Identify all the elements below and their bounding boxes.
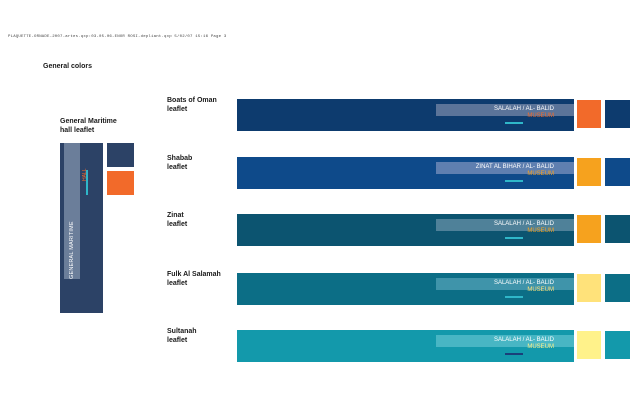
general-maritime-title-line1: General Maritime <box>60 118 117 125</box>
leaflet-title: Boats of Oman leaflet <box>167 97 237 114</box>
leaflet-color-band: ZINAT AL BIHAR / AL- BALID MUSEUM <box>237 157 574 189</box>
leaflet-band-text: ZINAT AL BIHAR / AL- BALID <box>475 164 554 170</box>
leaflet-color-band: SALALAH / AL- BALID MUSEUM <box>237 273 574 305</box>
leaflet-band-text: SALALAH / AL- BALID <box>493 106 554 112</box>
general-maritime-swatch-blue <box>107 143 134 167</box>
leaflet-title-line1: Zinat <box>167 212 184 219</box>
leaflet-light-strip <box>436 219 574 231</box>
leaflet-light-strip <box>436 335 574 347</box>
leaflet-swatch-accent <box>577 100 601 128</box>
leaflet-museum-text: MUSEUM <box>527 344 554 350</box>
leaflet-color-band: SALALAH / AL- BALID MUSEUM <box>237 99 574 131</box>
general-maritime-inner-panel <box>64 143 80 279</box>
leaflet-museum-text: MUSEUM <box>527 113 554 119</box>
leaflet-swatch-main <box>605 215 630 243</box>
leaflet-swatch-accent <box>577 331 601 359</box>
leaflet-swatch-main <box>605 158 630 186</box>
leaflet-title-line1: Fulk Al Salamah <box>167 271 221 278</box>
leaflet-title: Fulk Al Salamah leaflet <box>167 271 237 288</box>
general-maritime-swatch-orange <box>107 171 134 195</box>
leaflet-title: Shabab leaflet <box>167 155 237 172</box>
leaflet-swatch-accent <box>577 274 601 302</box>
leaflet-color-band: SALALAH / AL- BALID MUSEUM <box>237 214 574 246</box>
file-header-line: PLAQUETTE-ORNADE-2007-artes.qxp:03-05-06… <box>8 35 227 39</box>
leaflet-title-line2: leaflet <box>167 220 188 228</box>
general-maritime-hall-text: HALL <box>82 168 88 182</box>
leaflet-title-line1: Shabab <box>167 155 193 162</box>
leaflet-accent-bar <box>505 180 523 182</box>
leaflet-title: Zinat leaflet <box>167 212 237 229</box>
leaflet-light-strip <box>436 278 574 290</box>
leaflet-accent-bar <box>505 122 523 124</box>
leaflet-swatch-main <box>605 100 630 128</box>
leaflet-museum-text: MUSEUM <box>527 287 554 293</box>
leaflet-title-line1: Sultanah <box>167 328 197 335</box>
leaflet-museum-text: MUSEUM <box>527 171 554 177</box>
leaflet-accent-bar <box>505 353 523 355</box>
leaflet-swatch-main <box>605 274 630 302</box>
leaflet-title-line2: leaflet <box>167 336 188 344</box>
leaflet-title-line2: leaflet <box>167 163 188 171</box>
general-maritime-title-line2: hall leaflet <box>60 126 95 134</box>
leaflet-band-text: SALALAH / AL- BALID <box>493 221 554 227</box>
leaflet-title-line2: leaflet <box>167 279 188 287</box>
leaflet-title-line1: Boats of Oman <box>167 97 217 104</box>
leaflet-title-line2: leaflet <box>167 105 188 113</box>
leaflet-band-text: SALALAH / AL- BALID <box>493 280 554 286</box>
leaflet-swatch-accent <box>577 215 601 243</box>
leaflet-color-band: SALALAH / AL- BALID MUSEUM <box>237 330 574 362</box>
general-maritime-title: General Maritime hall leaflet <box>60 118 140 135</box>
leaflet-light-strip <box>436 162 574 174</box>
general-maritime-vertical-text: GENERAL MARITIME <box>69 221 75 279</box>
section-title: General colors <box>43 63 93 70</box>
general-maritime-accent-bar <box>86 170 88 195</box>
leaflet-swatch-accent <box>577 158 601 186</box>
leaflet-museum-text: MUSEUM <box>527 228 554 234</box>
leaflet-light-strip <box>436 104 574 116</box>
leaflet-title: Sultanah leaflet <box>167 328 237 345</box>
leaflet-accent-bar <box>505 296 523 298</box>
leaflet-accent-bar <box>505 237 523 239</box>
leaflet-band-text: SALALAH / AL- BALID <box>493 337 554 343</box>
leaflet-swatch-main <box>605 331 630 359</box>
